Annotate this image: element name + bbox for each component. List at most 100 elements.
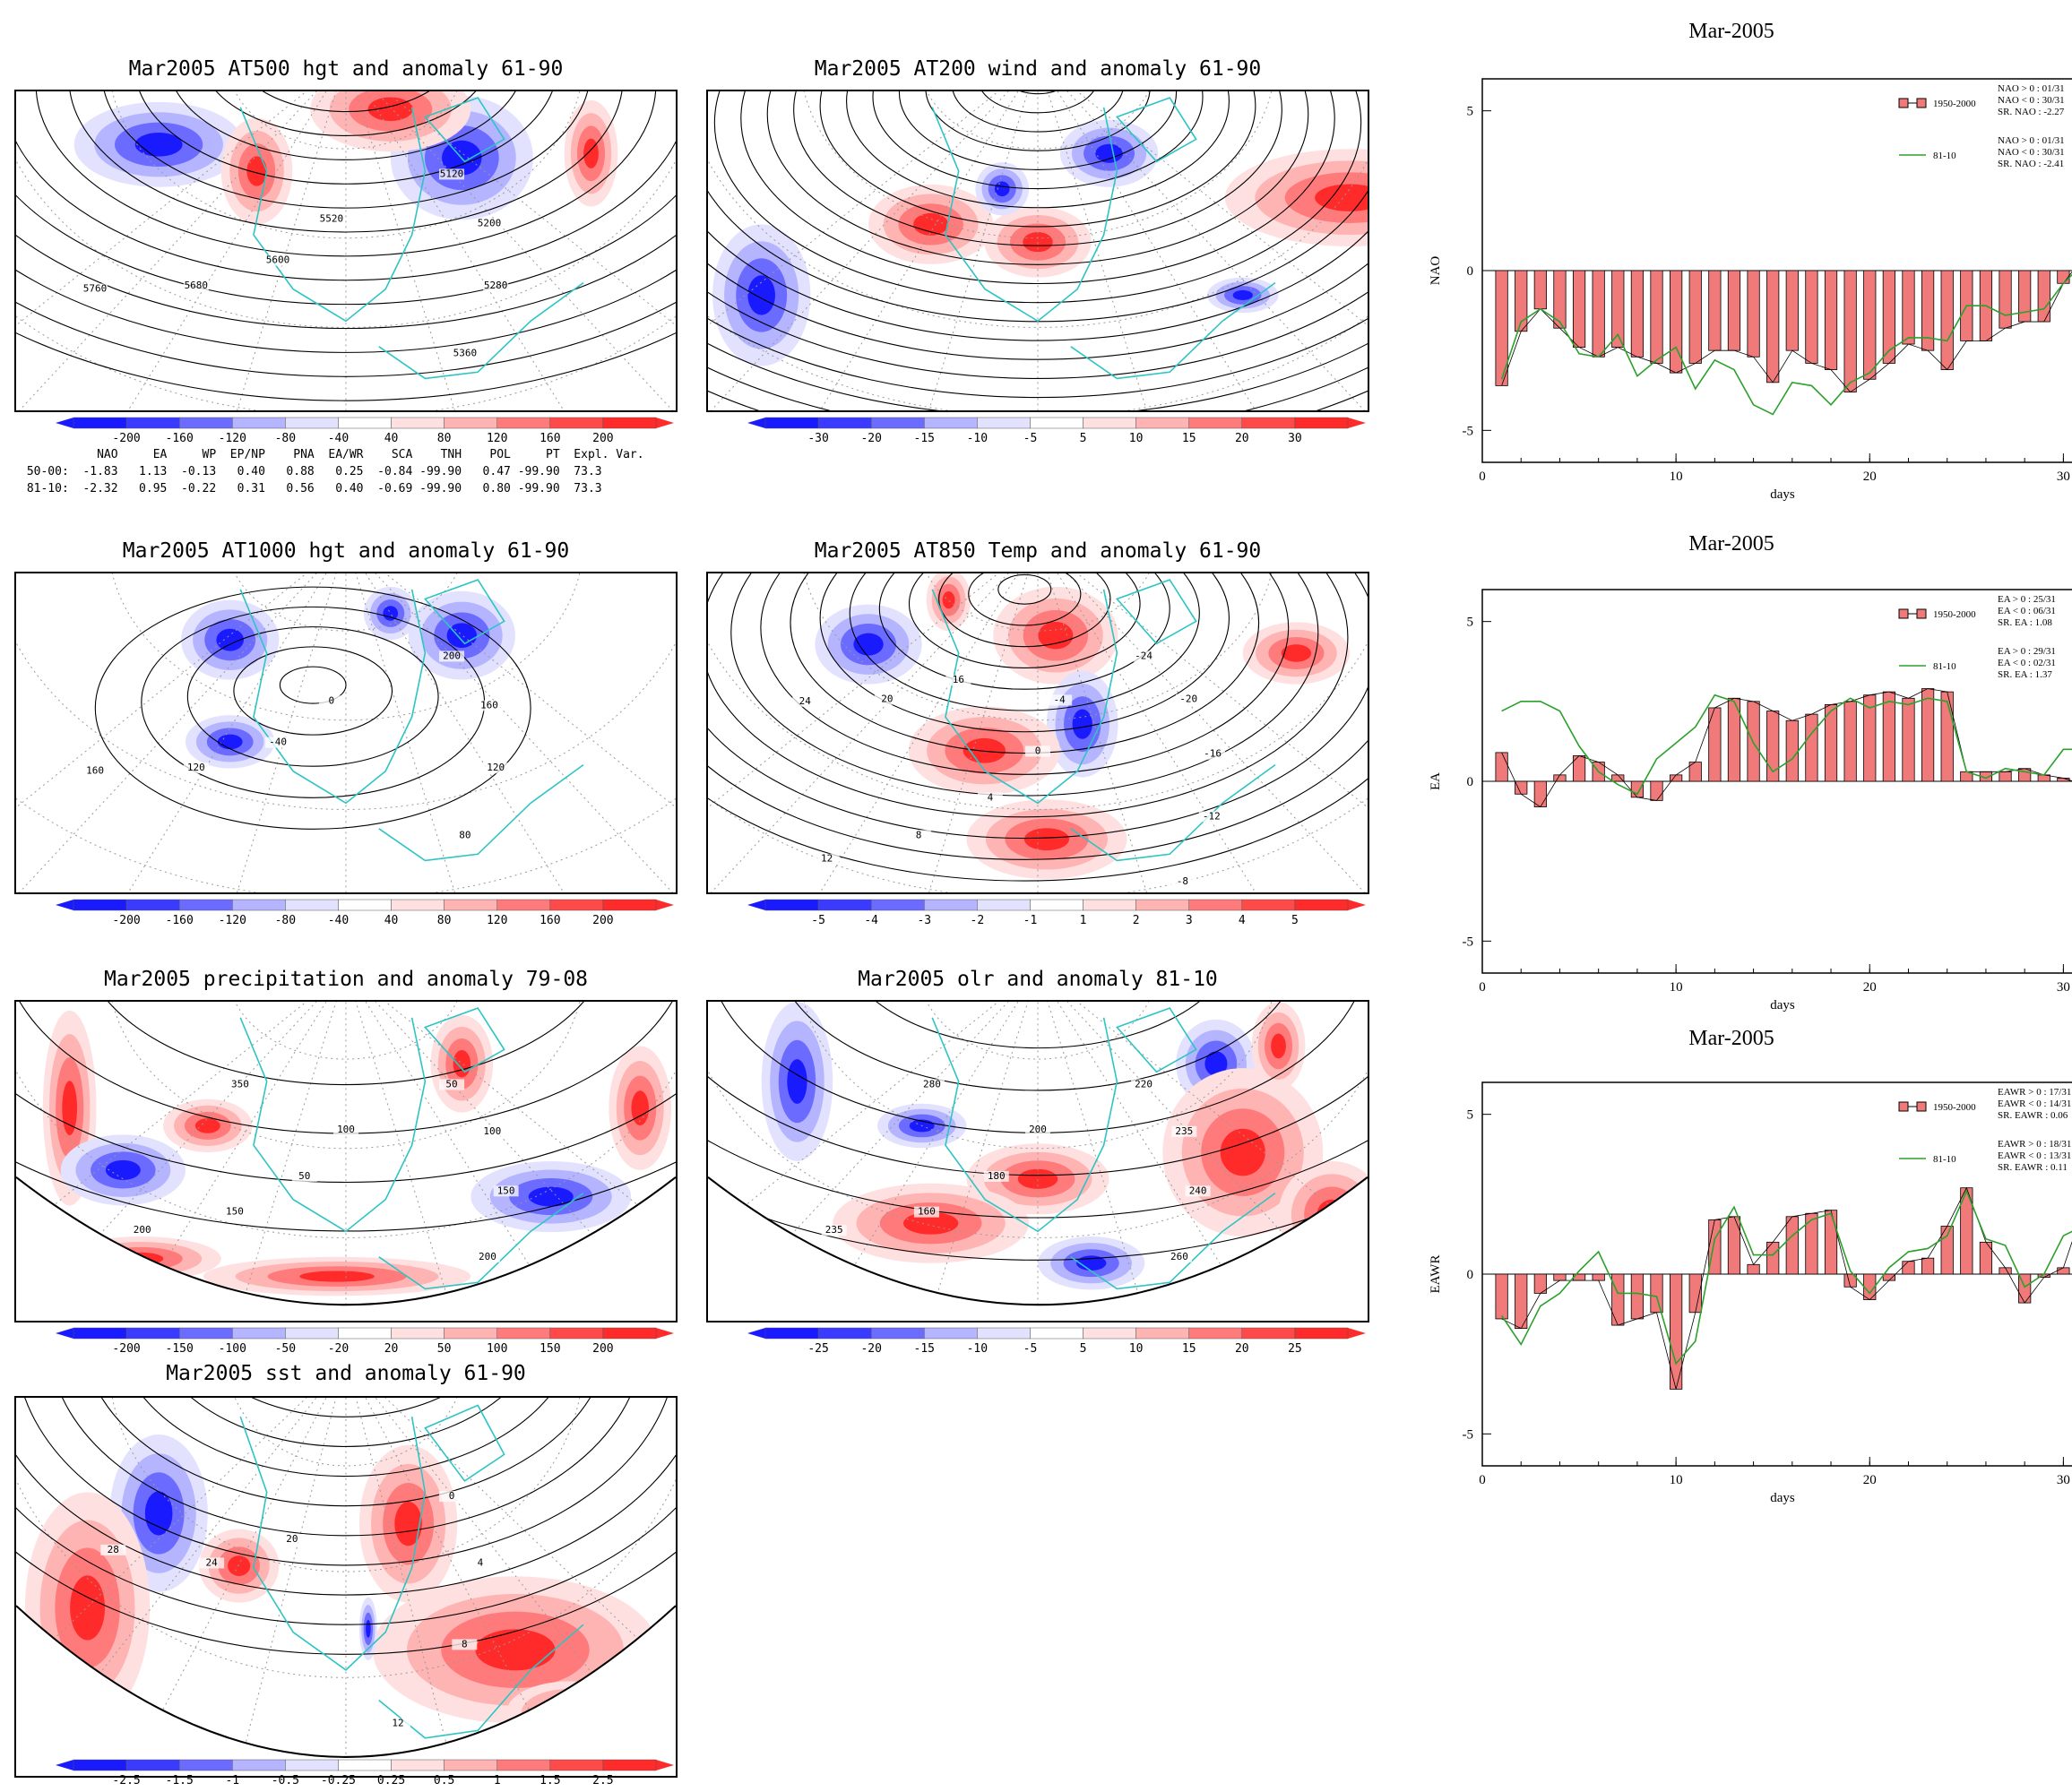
colorbar-1000: -200 -160 -120 -80 -40 40 80 120 160 200	[56, 899, 674, 930]
colorbar-segment	[444, 899, 497, 911]
legend-label: 1950-2000	[1933, 1102, 1976, 1113]
colorbar-segment	[549, 417, 604, 429]
contour-label: 100	[337, 1124, 355, 1135]
colorbar-tick-label: -15	[914, 432, 935, 445]
colorbar-segment	[1188, 899, 1243, 911]
ts-title-nao: Mar-2005	[1688, 20, 1774, 43]
bar	[1785, 270, 1799, 351]
colorbar-arrow-low	[747, 1328, 765, 1339]
negative-anomaly-blob	[60, 1134, 186, 1206]
legend-label: 81-10	[1933, 1154, 1956, 1165]
colorbar-segment	[391, 1327, 445, 1340]
legend-label: 1950-2000	[1933, 99, 1976, 109]
legend-stat: EA < 0 : 06/31	[1998, 606, 2056, 616]
colorbar-segment	[338, 899, 392, 911]
map-plot-svg: 5120520052805360544055205600568057605840	[16, 91, 676, 410]
colorbar-tick-label: 2	[1133, 914, 1140, 927]
bar	[1650, 1273, 1663, 1314]
map-plot-svg	[708, 91, 1368, 410]
colorbar-tick-label: 40	[384, 914, 399, 927]
map-title-1000: Mar2005 AT1000 hgt and anomaly 61-90	[122, 539, 570, 563]
bar	[1805, 270, 1818, 364]
colorbar-tick-label: 5	[1291, 914, 1299, 927]
positive-anomaly-blob	[358, 1444, 458, 1603]
negative-anomaly-blob	[181, 599, 280, 680]
negative-anomaly-blob	[185, 715, 275, 769]
x-tick-label: 20	[1863, 980, 1877, 995]
contour-label: 220	[1135, 1078, 1153, 1090]
colorbar-tick-label: 160	[540, 432, 560, 445]
contour-label: 8	[916, 829, 922, 840]
bar	[1747, 270, 1760, 358]
colorbar-500: -200 -160 -120 -80 -40 40 80 120 160 200	[56, 417, 674, 448]
colorbar-segment	[1083, 417, 1136, 429]
colorbar-tick-label: -0.25	[321, 1774, 356, 1788]
contour-label: 24	[205, 1556, 218, 1568]
map-plot-svg: 220 235 240 260 280 200 180 160 235 260 280	[708, 1002, 1368, 1306]
colorbar-tick-label: 15	[1182, 1342, 1196, 1356]
contour-label: 120	[187, 762, 205, 773]
bar	[1650, 270, 1663, 364]
legend-stat: SR. EA : 1.37	[1998, 669, 2052, 680]
x-tick-label: 30	[2057, 1473, 2070, 1487]
colorbar-segment	[73, 1327, 127, 1340]
legend-stat: SR. EAWR : 0.11	[1998, 1162, 2068, 1173]
colorbar-segment	[924, 417, 978, 429]
contour-label: 160	[480, 700, 498, 711]
contour-label: 16	[953, 674, 964, 685]
colorbar-tick-label: -200	[112, 432, 140, 445]
contour-label: 0	[1035, 745, 1041, 756]
colorbar-svg: -30 -20 -15 -10 -5 5 10 15 20 30	[747, 417, 1366, 445]
bar	[1940, 691, 1954, 782]
colorbar-segment	[1135, 899, 1189, 911]
colorbar-segment	[1135, 417, 1189, 429]
series-line-81-10	[1501, 694, 2072, 796]
colorbar-segment	[178, 1327, 233, 1340]
colorbar-tick-label: -2	[971, 914, 985, 927]
contour-label: 5680	[185, 280, 209, 291]
contour-label: 100	[483, 1125, 501, 1137]
colorbar-segment	[764, 417, 819, 429]
colorbar-tick-label: -100	[219, 1342, 246, 1356]
contour-label: 5600	[266, 254, 290, 266]
colorbar-tick-label: 10	[1129, 432, 1144, 445]
colorbar-segment	[1294, 1327, 1349, 1340]
colorbar-tick-label: -2.5	[112, 1774, 140, 1788]
bar	[1921, 688, 1935, 782]
colorbar-segment	[178, 899, 233, 911]
colorbar-tick-label: -80	[275, 914, 296, 927]
positive-anomaly-blob	[993, 586, 1118, 685]
index-table-row: 50-00: -1.83 1.13 -0.13 0.40 0.88 0.25 -…	[20, 465, 602, 478]
colorbar-tick-label: 5	[1080, 1342, 1087, 1356]
map-panel-1000: 20016012080400-40120160120	[14, 572, 678, 894]
colorbar-segment	[602, 1327, 657, 1340]
legend-stat: EA < 0 : 02/31	[1998, 658, 2056, 668]
colorbar-segment	[285, 1759, 339, 1771]
colorbar-segment	[1135, 1327, 1189, 1340]
colorbar-tick-label: 80	[437, 432, 452, 445]
contour-label: 4	[988, 792, 994, 804]
contour-label: 200	[134, 1224, 151, 1236]
contour-label: 5280	[484, 280, 508, 291]
colorbar-tick-label: 30	[1288, 432, 1302, 445]
colorbar-segment	[1083, 1327, 1136, 1340]
coastlines	[931, 97, 1276, 380]
bar	[1515, 780, 1528, 795]
colorbar-segment	[817, 899, 872, 911]
colorbar-arrow-low	[56, 1760, 73, 1770]
bar	[1708, 270, 1722, 351]
ts-chart-eawr: 5 0 -5 0 10 20 30 days EAWR EAWR > 0 : 17/31 EAWR …	[1425, 1077, 2072, 1514]
bar	[1611, 774, 1625, 782]
x-axis-label: days	[1770, 998, 1795, 1012]
colorbar-segment	[1241, 417, 1296, 429]
graticule	[16, 573, 676, 892]
coastlines	[239, 1007, 584, 1290]
legend-stat: EA > 0 : 29/31	[1998, 646, 2056, 657]
legend-stat: EAWR < 0 : 14/31	[1998, 1098, 2071, 1109]
positive-anomaly-blob	[203, 1256, 471, 1297]
colorbar-segment	[338, 417, 392, 429]
colorbar-svg: -2.5 -1.5 -1 -0.5 -0.25 0.25 0.5 1 1.5 2.5	[56, 1759, 674, 1788]
coastlines	[931, 579, 1276, 862]
